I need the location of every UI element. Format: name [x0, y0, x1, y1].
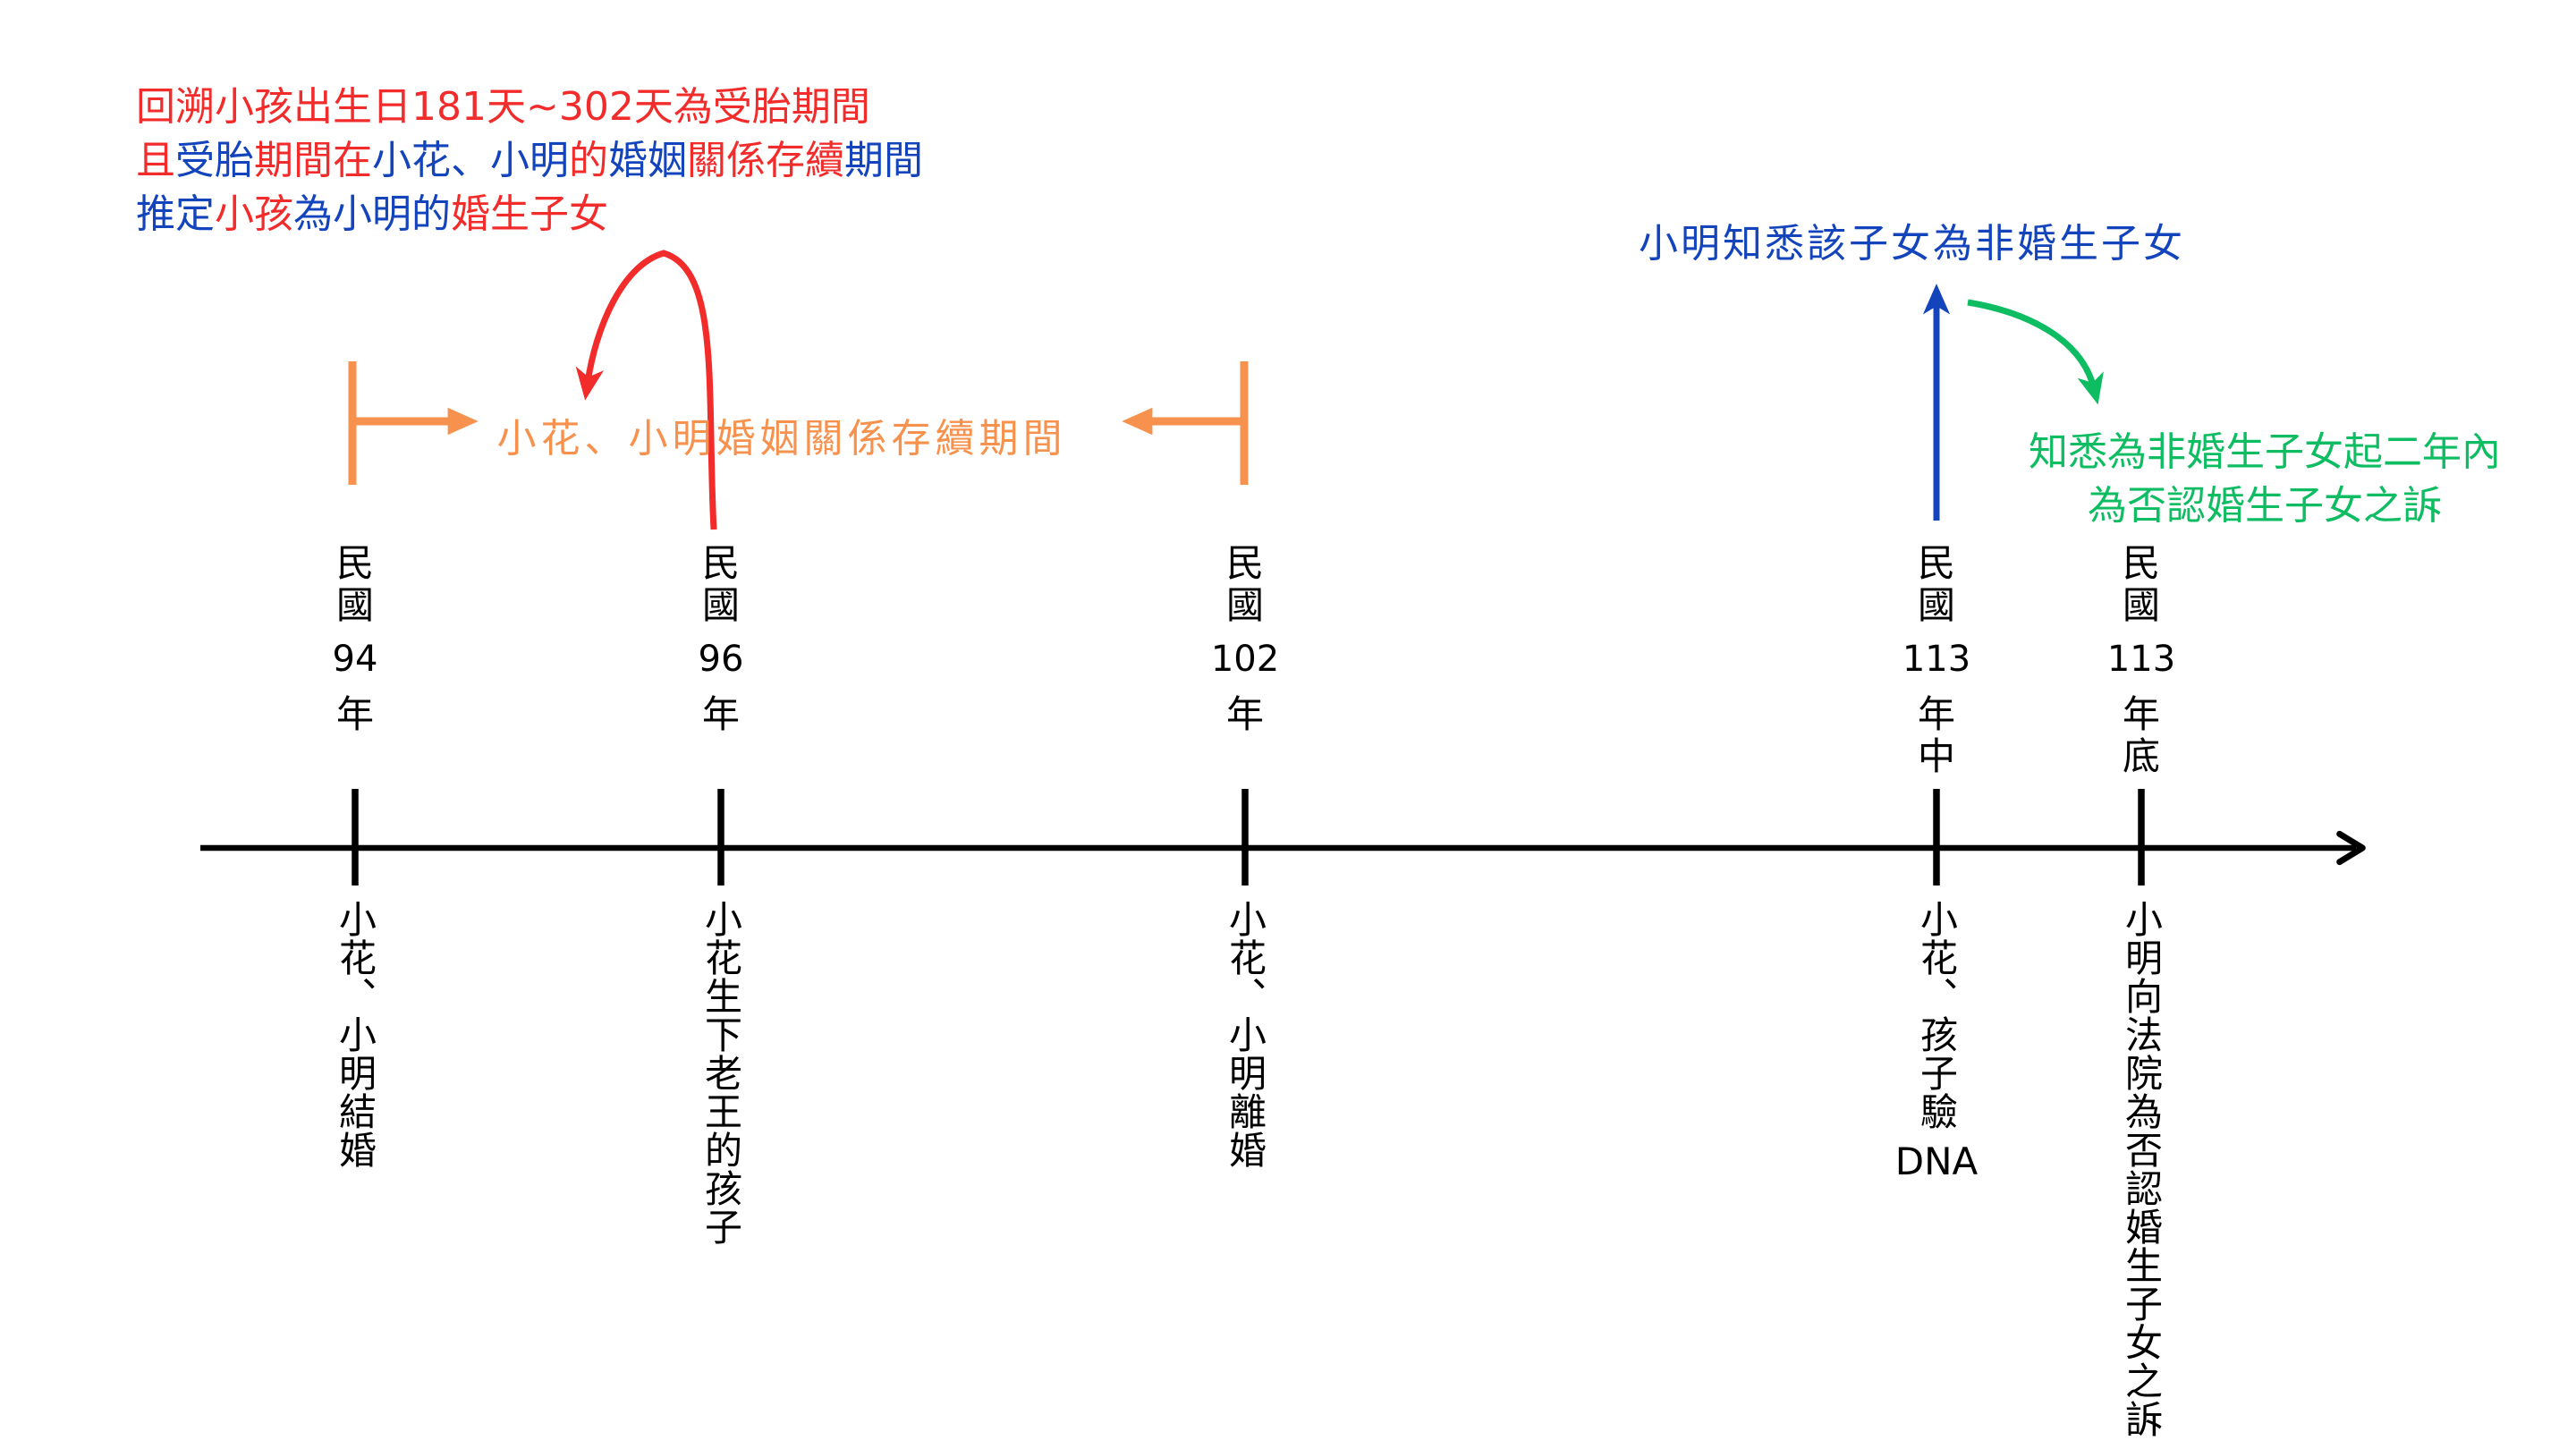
tick-group [352, 789, 2145, 886]
text-segment-blue: 婚姻 [608, 138, 687, 183]
event-description-horizontal: DNA [1894, 1140, 1979, 1183]
year-label-line: 96 [698, 639, 744, 680]
presumption-note-line-3: 推定小孩為小明的婚生子女 [136, 188, 923, 242]
event-description: 小花、小明結婚 [328, 900, 383, 1169]
year-label-line: 年 [1917, 692, 1956, 736]
marriage-period-label: 小花、小明婚姻關係存續期間 [496, 416, 1067, 462]
event-description: 小花生下老王的孩子 [694, 900, 749, 1246]
event-description-vertical: 小花、小明離婚 [1223, 900, 1267, 1169]
year-label-line: 國 [335, 583, 374, 627]
text-segment-blue: 小花、小明 [372, 138, 569, 183]
text-segment-red: 婚生子女 [451, 191, 608, 237]
year-label-line: 國 [2122, 583, 2161, 627]
event-year-label: 民國 113 年中 [1902, 542, 1970, 777]
year-label-line: 102 [1210, 639, 1280, 680]
year-label-line: 民 [2122, 541, 2161, 585]
text-segment-blue: 期間 [844, 138, 923, 183]
deadline-annotation: 知悉為非婚生子女起二年內 為否認婚生子女之訴 [1991, 426, 2538, 533]
text-line: 知悉為非婚生子女起二年內 [2029, 429, 2501, 475]
year-label-line: 底 [2122, 734, 2161, 778]
event-year-label: 民國 96 年 [699, 542, 744, 735]
year-label-line: 民 [335, 541, 374, 585]
year-label-line: 113 [2106, 639, 2176, 680]
event-description: 小花、孩子驗 DNA [1895, 900, 1979, 1183]
year-label-line: 國 [1917, 583, 1956, 627]
presumption-note: 回溯小孩出生日181天~302天為受胎期間 且受胎期間在小花、小明的婚姻關係存續… [136, 80, 923, 242]
year-label-line: 年 [2122, 692, 2161, 736]
event-description-vertical: 小花、孩子驗 [1914, 900, 1959, 1131]
text-line: 為否認婚生子女之訴 [2088, 483, 2442, 529]
text-segment-red: 的 [569, 138, 608, 183]
text-segment-red: 且 [136, 138, 175, 183]
year-label-line: 年 [1225, 692, 1265, 736]
year-label-line: 113 [1902, 639, 1971, 680]
text-segment-red: 期間在 [254, 138, 372, 183]
presumption-curved-arrow [575, 250, 717, 530]
year-label-line: 年 [335, 692, 374, 736]
year-label-line: 民 [1225, 541, 1265, 585]
year-label-line: 民 [701, 541, 740, 585]
year-label-line: 中 [1917, 734, 1956, 778]
text-segment-blue: 受胎 [175, 138, 254, 183]
year-label-line: 年 [701, 692, 740, 736]
event-year-label: 民國 94 年 [333, 542, 378, 735]
year-label-line: 94 [332, 639, 378, 680]
presumption-note-line-2: 且受胎期間在小花、小明的婚姻關係存續期間 [136, 134, 923, 188]
deadline-curved-arrow [1967, 299, 2104, 405]
year-label-line: 民 [1917, 541, 1956, 585]
knowledge-annotation: 小明知悉該子女為非婚生子女 [1639, 221, 2185, 267]
event-description: 小花、小明離婚 [1218, 900, 1273, 1169]
text-segment-red: 小孩 [215, 191, 293, 237]
presumption-note-line-1: 回溯小孩出生日181天~302天為受胎期間 [136, 80, 923, 134]
year-label-line: 國 [1225, 583, 1265, 627]
event-description-vertical: 小花生下老王的孩子 [699, 900, 743, 1246]
event-description-vertical: 小明向法院為否認婚生子女之訴 [2119, 900, 2164, 1438]
event-year-label: 民國 102 年 [1211, 542, 1279, 735]
event-description: 小明向法院為否認婚生子女之訴 [2114, 900, 2169, 1438]
event-year-label: 民國 113 年底 [2107, 542, 2175, 777]
text-segment-blue: 為小明的 [293, 191, 451, 237]
text-segment-blue: 推定 [136, 191, 215, 237]
year-label-line: 國 [701, 583, 740, 627]
text-segment-red: 回溯小孩出生日181天~302天為受胎期間 [136, 84, 870, 130]
text-segment-red: 關係存續 [687, 138, 844, 183]
event-description-vertical: 小花、小明結婚 [333, 900, 377, 1169]
